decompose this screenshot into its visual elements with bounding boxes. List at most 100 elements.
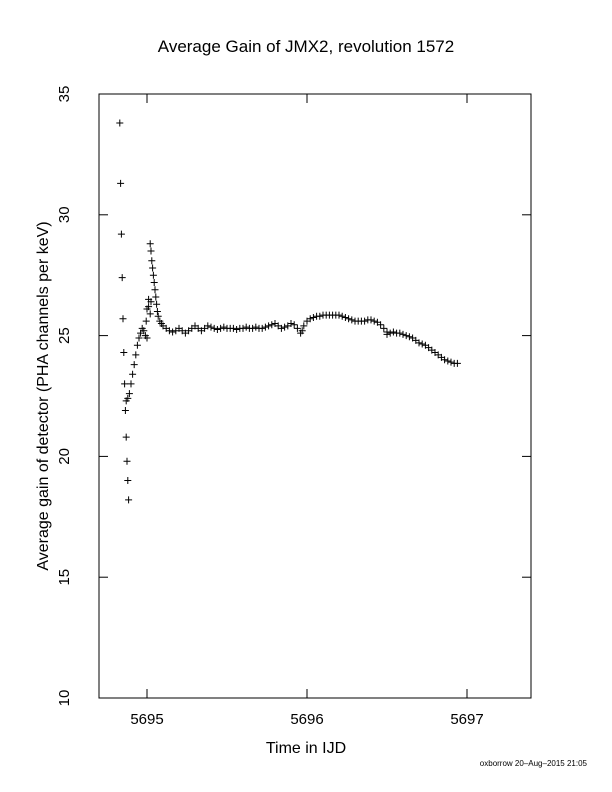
data-point (361, 317, 369, 325)
data-point (367, 316, 375, 324)
data-point (341, 313, 349, 321)
data-point (217, 324, 225, 332)
data-point (389, 328, 397, 336)
data-point (204, 322, 212, 330)
data-point (142, 317, 150, 325)
data-point (119, 315, 127, 323)
x-tick-label: 5696 (290, 711, 323, 728)
data-point (258, 324, 266, 332)
data-point (306, 315, 314, 323)
data-point (338, 312, 346, 320)
data-point (242, 323, 250, 331)
y-axis: 10 15 20 25 30 35 (56, 86, 531, 707)
data-point (123, 457, 131, 465)
data-point (277, 324, 285, 332)
data-point (268, 321, 276, 329)
x-tick-label: 5695 (130, 711, 163, 728)
y-tick-label: 15 (56, 569, 73, 586)
data-point (117, 230, 125, 238)
data-point (152, 293, 160, 301)
data-point (149, 264, 157, 272)
data-point (399, 330, 407, 338)
data-point (415, 339, 423, 347)
data-point (130, 361, 138, 369)
data-point (145, 303, 153, 311)
data-point (147, 247, 155, 255)
data-point (220, 323, 228, 331)
chart-title: Average Gain of JMX2, revolution 1572 (158, 37, 454, 56)
data-point (252, 323, 260, 331)
data-point (447, 358, 455, 366)
data-point (335, 311, 343, 319)
data-point (239, 324, 247, 332)
data-point (117, 179, 125, 187)
y-tick-label: 35 (56, 86, 73, 103)
data-point (121, 406, 129, 414)
data-point (153, 300, 161, 308)
data-point (140, 327, 148, 335)
data-point (116, 119, 124, 127)
data-point (121, 380, 129, 388)
data-point (133, 341, 141, 349)
data-point (316, 312, 324, 320)
data-point (124, 477, 132, 485)
data-point (405, 333, 413, 341)
data-point (453, 359, 461, 367)
data-point (396, 329, 404, 337)
x-axis-label: Time in IJD (266, 740, 346, 757)
data-point (147, 298, 155, 306)
data-point (441, 356, 449, 364)
y-tick-label: 20 (56, 448, 73, 465)
data-point (386, 329, 394, 337)
data-point (120, 349, 128, 357)
data-point (383, 330, 391, 338)
x-axis: 5695 5696 5697 (130, 94, 484, 728)
y-tick-label: 25 (56, 327, 73, 344)
data-point (345, 315, 353, 323)
data-point (249, 324, 257, 332)
y-tick-label: 10 (56, 690, 73, 707)
data-point (143, 334, 151, 342)
data-point (281, 323, 289, 331)
plot-frame (98, 93, 532, 699)
data-point (151, 286, 159, 294)
data-point (122, 433, 130, 441)
data-point (293, 324, 301, 332)
data-point (125, 496, 133, 504)
data-point (300, 322, 308, 330)
data-points (116, 119, 461, 504)
data-point (125, 390, 133, 398)
data-point (348, 316, 356, 324)
data-point (148, 257, 156, 265)
data-point (135, 334, 143, 342)
x-tick-label: 5697 (450, 711, 483, 728)
data-point (444, 357, 452, 365)
data-point (261, 323, 269, 331)
data-point (132, 351, 140, 359)
data-point (418, 340, 426, 348)
data-point (153, 307, 161, 315)
data-point (265, 322, 273, 330)
data-point (370, 317, 378, 325)
data-point (146, 310, 154, 318)
data-point (118, 274, 126, 282)
y-tick-label: 30 (56, 206, 73, 223)
data-point (287, 320, 295, 328)
data-point (309, 313, 317, 321)
data-point (207, 323, 215, 331)
data-point (154, 312, 162, 320)
footer-credit: oxborrow 20–Aug–2015 21:05 (480, 759, 588, 768)
data-point (127, 380, 135, 388)
y-axis-label: Average gain of detector (PHA channels p… (35, 221, 52, 570)
data-point (124, 394, 132, 402)
data-point (402, 332, 410, 340)
data-point (149, 271, 157, 279)
data-point (213, 326, 221, 334)
data-point (165, 327, 173, 335)
data-point (298, 327, 306, 335)
data-point (150, 278, 158, 286)
data-point (129, 370, 137, 378)
data-point (380, 324, 388, 332)
data-point (229, 324, 237, 332)
